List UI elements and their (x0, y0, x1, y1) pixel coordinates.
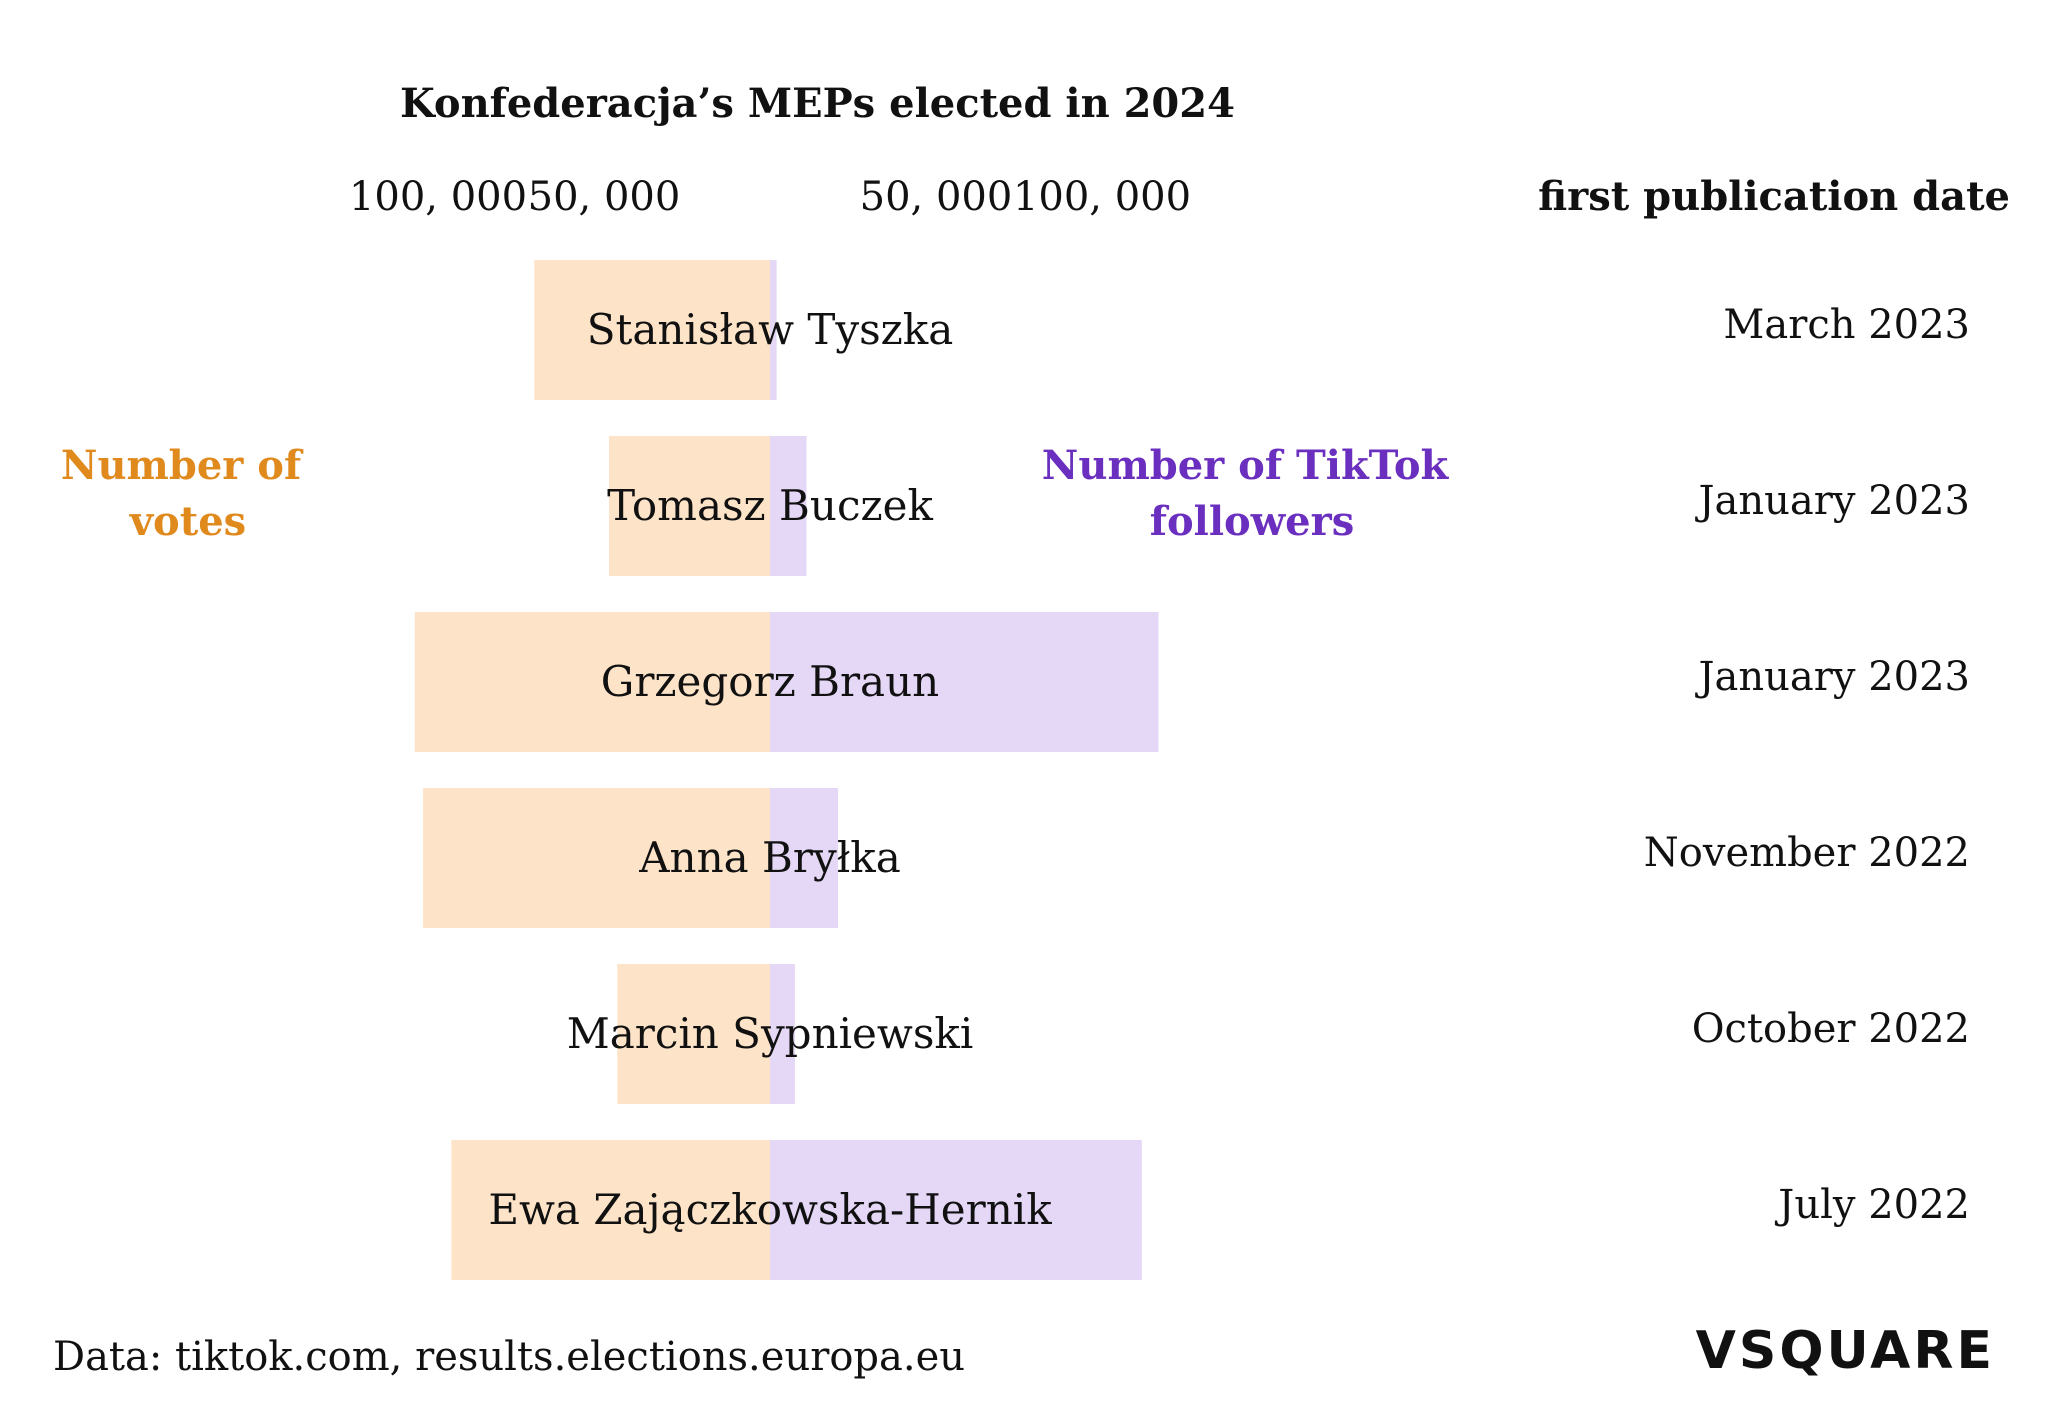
publication-date: November 2022 (1644, 830, 1970, 876)
votes-bar (451, 1140, 770, 1280)
mep-name: Ewa Zajączkowska-Hernik (488, 1185, 1052, 1234)
legend-votes-line-1: Number of (61, 442, 304, 489)
legend-votes: Number of votes (61, 442, 315, 545)
followers-bar (770, 964, 795, 1104)
publication-date-labels: March 2023 January 2023 January 2023 Novemb… (1644, 302, 1970, 1228)
followers-bar (770, 612, 1159, 752)
source-note: Data: tiktok.com, results.elections.euro… (53, 1334, 965, 1380)
followers-bar (770, 436, 807, 576)
publication-date: January 2023 (1695, 478, 1970, 524)
publication-date: October 2022 (1692, 1006, 1970, 1052)
date-column-header: first publication date (1538, 173, 2010, 220)
votes-bar (414, 612, 770, 752)
followers-bar (770, 260, 777, 400)
legend-followers: Number of TikTok followers (1042, 442, 1462, 545)
mep-name: Stanisław Tyszka (587, 305, 954, 354)
legend-followers-line-2: followers (1150, 498, 1354, 545)
left-axis-ticks: 100, 000 50, 000 (349, 174, 680, 220)
votes-bar (617, 964, 770, 1104)
publication-date: July 2022 (1774, 1182, 1970, 1228)
votes-bar (608, 436, 770, 576)
legend-followers-line-1: Number of TikTok (1042, 442, 1450, 489)
chart-title: Konfederacja’s MEPs elected in 2024 (400, 80, 1235, 127)
right-axis-ticks: 50, 000 100, 000 (860, 174, 1191, 220)
publication-date: January 2023 (1695, 654, 1970, 700)
mep-name: Tomasz Buczek (607, 481, 933, 530)
mep-name: Anna Bryłka (638, 833, 901, 882)
right-tick-label: 50, 000 (860, 174, 1013, 220)
followers-bar (770, 788, 839, 928)
votes-bar (423, 788, 770, 928)
mep-name: Marcin Sypniewski (567, 1009, 974, 1058)
mep-name-labels: Stanisław Tyszka Tomasz Buczek Grzegorz Br… (488, 305, 1052, 1234)
followers-bar (770, 1140, 1142, 1280)
votes-bar (534, 260, 770, 400)
bars-layer (414, 260, 1159, 1280)
vsquare-logo: VSQUARE (1696, 1321, 1995, 1381)
publication-date: March 2023 (1723, 302, 1970, 348)
left-tick-label: 50, 000 (528, 174, 681, 220)
left-tick-label: 100, 000 (349, 174, 527, 220)
right-tick-label: 100, 000 (1013, 174, 1191, 220)
legend-votes-line-2: votes (129, 498, 246, 545)
mep-name: Grzegorz Braun (601, 657, 939, 706)
